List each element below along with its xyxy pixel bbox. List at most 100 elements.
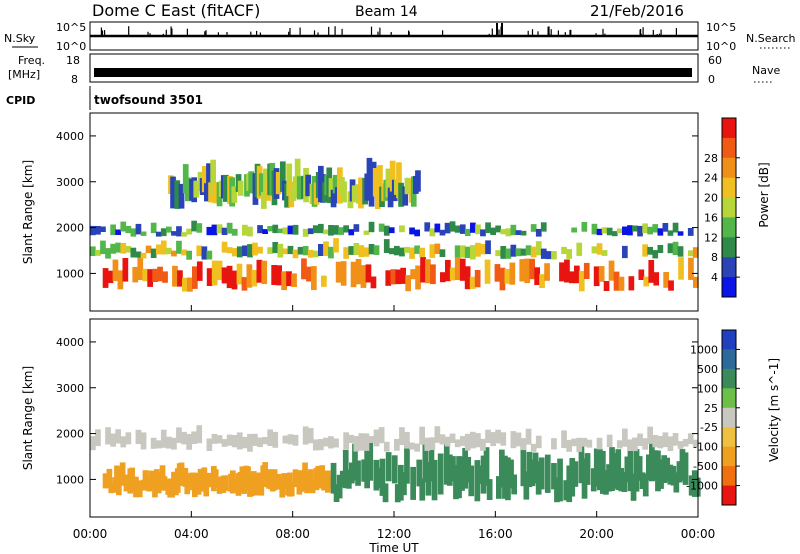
- heatmap-cell: [574, 265, 580, 284]
- heatmap-cell: [262, 229, 268, 234]
- heatmap-cell: [652, 450, 658, 481]
- heatmap-cell: [292, 224, 299, 235]
- heatmap-cell: [119, 462, 126, 486]
- colorbar-segment: [722, 446, 736, 467]
- heatmap-cell: [328, 225, 334, 236]
- colorbar-tick-label: 25: [704, 402, 718, 415]
- heatmap-cell: [597, 448, 603, 491]
- heatmap-cell: [535, 461, 542, 495]
- heatmap-cell: [398, 464, 404, 501]
- heatmap-cell: [434, 426, 441, 443]
- heatmap-cell: [106, 468, 113, 487]
- velocity-panel: 1000 2000 3000 4000 Slant Range [km] 1000 50…: [21, 318, 781, 518]
- heatmap-cell: [281, 473, 287, 489]
- heatmap-cell: [221, 439, 228, 447]
- heatmap-cell: [115, 229, 121, 235]
- colorbar-tick-label: -100: [693, 441, 718, 454]
- heatmap-cell: [166, 226, 172, 233]
- colorbar-segment: [722, 466, 736, 486]
- heatmap-cell: [653, 272, 660, 286]
- heatmap-cell: [672, 222, 679, 233]
- colorbar-frame: [721, 329, 737, 506]
- heatmap-cell: [402, 186, 409, 206]
- heatmap-cell: [150, 222, 157, 234]
- heatmap-cell: [174, 180, 181, 209]
- heatmap-cell: [390, 269, 397, 285]
- heatmap-cell: [504, 269, 511, 284]
- heatmap-cell: [616, 228, 623, 234]
- heatmap-cell: [535, 228, 542, 237]
- heatmap-cell: [465, 456, 472, 483]
- heatmap-cell: [638, 269, 645, 280]
- heatmap-cell: [535, 435, 542, 449]
- heatmap-cell: [632, 225, 638, 232]
- heatmap-cell: [439, 434, 446, 445]
- heatmap-cell: [437, 453, 444, 495]
- heatmap-cell: [496, 476, 502, 499]
- heatmap-cell: [529, 459, 536, 487]
- heatmap-cell: [505, 228, 512, 237]
- heatmap-cell: [332, 174, 339, 194]
- heatmap-cell: [520, 438, 527, 451]
- heatmap-cell: [350, 261, 357, 288]
- heatmap-cell: [373, 245, 380, 255]
- heatmap-cell: [368, 221, 375, 233]
- heatmap-cell: [688, 257, 694, 280]
- heatmap-cell: [370, 276, 377, 289]
- nsearch-tick-top: 10^5: [706, 21, 736, 34]
- heatmap-cell: [576, 242, 583, 256]
- heatmap-cell: [539, 274, 545, 288]
- heatmap-cell: [636, 456, 643, 481]
- heatmap-cell: [171, 250, 177, 257]
- heatmap-cell: [470, 222, 476, 233]
- heatmap-cell: [642, 223, 648, 234]
- heatmap-cell: [237, 180, 244, 196]
- colorbar-tick-label: 16: [704, 211, 718, 224]
- heatmap-cell: [464, 266, 471, 290]
- heatmap-cell: [193, 180, 200, 198]
- heatmap-cell: [275, 474, 282, 490]
- heatmap-cell: [355, 460, 361, 486]
- heatmap-cell: [333, 484, 340, 502]
- heatmap-cell: [190, 472, 196, 491]
- colorbar-segment: [722, 257, 736, 278]
- heatmap-cell: [657, 436, 664, 449]
- heatmap-cell: [600, 450, 606, 494]
- heatmap-cell: [391, 455, 398, 484]
- heatmap-cell: [530, 246, 537, 258]
- heatmap-cell: [632, 437, 638, 452]
- heatmap-cell: [405, 275, 411, 292]
- heatmap-cell: [150, 437, 157, 449]
- colorbar-segment: [722, 157, 736, 179]
- heatmap-cell: [110, 433, 116, 447]
- heatmap-cell: [569, 458, 576, 497]
- heatmap-cell: [152, 481, 158, 498]
- heatmap-cell: [454, 245, 461, 258]
- heatmap-cell: [222, 475, 229, 491]
- heatmap-cell: [226, 265, 233, 289]
- heatmap-cell: [358, 433, 365, 451]
- heatmap-cell: [363, 247, 370, 257]
- heatmap-cell: [216, 435, 223, 444]
- heatmap-cell: [246, 264, 253, 288]
- heatmap-cell: [162, 271, 168, 283]
- power-colorbar: 4 8 12 16 20 24 28: [704, 117, 740, 298]
- heatmap-cell: [242, 224, 248, 236]
- heatmap-cell: [480, 455, 487, 494]
- heatmap-cell: [540, 248, 547, 259]
- heatmap-cell: [673, 472, 680, 493]
- heatmap-cell: [606, 434, 613, 448]
- heatmap-cell: [105, 427, 111, 445]
- heatmap-cell: [440, 272, 446, 283]
- heatmap-cell: [566, 249, 572, 259]
- heatmap-cell: [192, 485, 198, 498]
- y-tick-label: 1000: [56, 473, 84, 486]
- heatmap-cell: [242, 245, 248, 257]
- heatmap-cell: [170, 176, 176, 209]
- heatmap-cell: [544, 454, 551, 493]
- heatmap-cell: [262, 462, 268, 488]
- heatmap-cell: [321, 275, 327, 287]
- nsky-tick-bottom: 10^0: [56, 40, 86, 53]
- heatmap-cell: [459, 436, 466, 446]
